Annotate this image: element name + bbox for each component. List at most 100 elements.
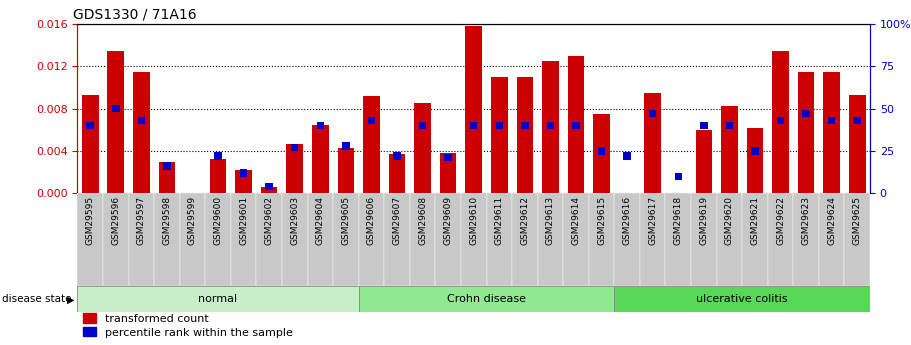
Bar — [240, 169, 248, 177]
Bar — [82, 95, 98, 193]
Bar — [286, 144, 303, 193]
Text: GSM29595: GSM29595 — [86, 196, 95, 245]
Text: GSM29606: GSM29606 — [367, 196, 376, 245]
Bar — [521, 122, 528, 129]
Bar — [359, 193, 384, 286]
Bar — [163, 162, 170, 170]
Bar — [435, 193, 461, 286]
Bar — [614, 286, 870, 312]
Bar — [205, 193, 230, 286]
Text: GSM29611: GSM29611 — [495, 196, 504, 245]
Bar — [768, 193, 793, 286]
Bar — [363, 96, 380, 193]
Bar — [803, 110, 810, 117]
Text: GSM29597: GSM29597 — [137, 196, 146, 245]
Legend: transformed count, percentile rank within the sample: transformed count, percentile rank withi… — [83, 314, 293, 338]
Text: GSM29599: GSM29599 — [188, 196, 197, 245]
Bar — [77, 193, 103, 286]
Text: GSM29623: GSM29623 — [802, 196, 811, 245]
Bar — [844, 193, 870, 286]
Text: GSM29620: GSM29620 — [725, 196, 734, 245]
Text: ulcerative colitis: ulcerative colitis — [696, 294, 788, 304]
Text: GSM29617: GSM29617 — [649, 196, 657, 245]
Bar — [614, 193, 640, 286]
Bar — [547, 122, 554, 129]
Text: GSM29601: GSM29601 — [239, 196, 248, 245]
Text: GDS1330 / 71A16: GDS1330 / 71A16 — [74, 8, 197, 22]
Bar — [384, 193, 410, 286]
Bar — [824, 72, 840, 193]
Bar — [87, 122, 94, 129]
Bar — [777, 117, 784, 124]
Bar — [419, 122, 426, 129]
Bar — [308, 193, 333, 286]
Bar — [589, 193, 614, 286]
Bar — [338, 148, 354, 193]
Bar — [291, 144, 299, 151]
Text: GSM29616: GSM29616 — [622, 196, 631, 245]
Bar — [312, 125, 329, 193]
Bar — [674, 172, 682, 180]
Text: GSM29603: GSM29603 — [291, 196, 299, 245]
Bar — [695, 130, 712, 193]
Bar — [773, 51, 789, 193]
Bar — [317, 122, 324, 129]
Bar — [256, 193, 282, 286]
Bar — [261, 187, 278, 193]
Text: GSM29614: GSM29614 — [571, 196, 580, 245]
Text: normal: normal — [199, 294, 238, 304]
Text: GSM29622: GSM29622 — [776, 196, 785, 245]
Bar — [389, 154, 405, 193]
Bar — [644, 93, 661, 193]
Text: GSM29605: GSM29605 — [342, 196, 351, 245]
Bar — [665, 193, 691, 286]
Bar — [517, 77, 533, 193]
Bar — [159, 161, 175, 193]
Bar — [359, 286, 614, 312]
Bar — [747, 128, 763, 193]
Bar — [445, 154, 452, 161]
Bar — [691, 193, 717, 286]
Text: GSM29607: GSM29607 — [393, 196, 402, 245]
Bar — [598, 147, 605, 155]
Bar — [466, 26, 482, 193]
Bar — [496, 122, 503, 129]
Bar — [470, 122, 477, 129]
Bar — [179, 193, 205, 286]
Bar — [742, 193, 768, 286]
Bar — [410, 193, 435, 286]
Bar — [819, 193, 844, 286]
Bar — [107, 51, 124, 193]
Text: GSM29604: GSM29604 — [316, 196, 325, 245]
Bar — [138, 117, 145, 124]
Text: GSM29610: GSM29610 — [469, 196, 478, 245]
Bar — [717, 193, 742, 286]
Bar — [572, 122, 579, 129]
Bar — [542, 61, 558, 193]
Text: GSM29609: GSM29609 — [444, 196, 453, 245]
Bar — [793, 193, 819, 286]
Bar — [235, 170, 252, 193]
Bar — [282, 193, 308, 286]
Text: ▶: ▶ — [67, 294, 74, 304]
Bar — [368, 117, 375, 124]
Text: Crohn disease: Crohn disease — [447, 294, 526, 304]
Bar — [415, 104, 431, 193]
Bar — [461, 193, 486, 286]
Bar — [563, 193, 589, 286]
Text: GSM29600: GSM29600 — [213, 196, 222, 245]
Bar — [128, 193, 154, 286]
Bar — [265, 183, 273, 190]
Bar — [440, 153, 456, 193]
Bar — [828, 117, 835, 124]
Bar — [700, 122, 708, 129]
Bar — [726, 122, 733, 129]
Bar — [394, 152, 401, 160]
Bar — [154, 193, 179, 286]
Text: GSM29596: GSM29596 — [111, 196, 120, 245]
Bar — [214, 152, 221, 160]
Bar — [849, 95, 865, 193]
Text: disease state: disease state — [2, 294, 71, 304]
Text: GSM29602: GSM29602 — [265, 196, 273, 245]
Bar — [230, 193, 256, 286]
